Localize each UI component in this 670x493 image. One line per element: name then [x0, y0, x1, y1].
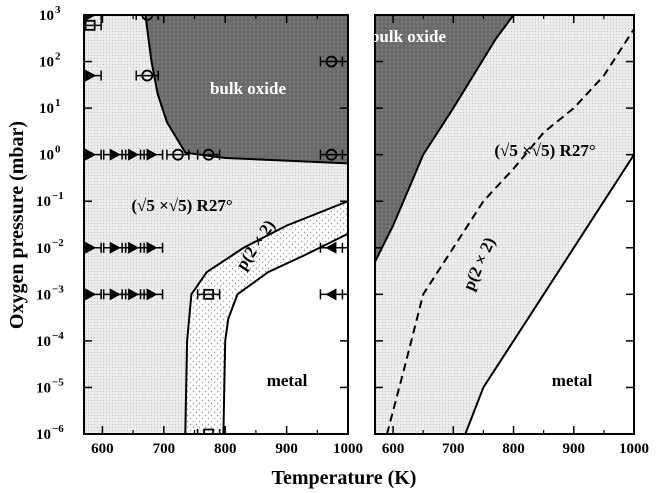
- marker-square: [203, 288, 215, 300]
- x-tick-label: 1000: [333, 441, 363, 457]
- marker-triangle-left: [325, 241, 337, 254]
- label-bulk-oxide-right-line1: bulk oxide: [370, 27, 447, 46]
- y-tick-label: 10: [36, 287, 51, 303]
- x-tick-label: 900: [275, 441, 298, 457]
- marker-triangle-right: [109, 288, 121, 301]
- marker-circle: [172, 148, 184, 161]
- label-surface-oxide-left: (√5 ×√5) R27°: [131, 196, 232, 215]
- y-tick-exponent: −4: [52, 330, 64, 342]
- y-tick-label: 10: [36, 380, 51, 396]
- marker-triangle-right: [146, 288, 158, 301]
- label-bulk-oxide-left: bulk oxide: [210, 79, 287, 98]
- y-tick-exponent: 2: [55, 51, 61, 63]
- marker-triangle-right: [128, 241, 140, 254]
- metal-region-right: [464, 153, 634, 434]
- y-tick-exponent: 0: [55, 144, 61, 156]
- y-tick-label: 10: [39, 8, 54, 24]
- y-tick-exponent: −2: [52, 237, 64, 249]
- label-bulk-oxide-right: bulk oxide: [370, 27, 447, 46]
- marker-triangle-right: [146, 148, 158, 161]
- x-tick-label: 800: [502, 441, 525, 457]
- marker-triangle-right: [146, 241, 158, 254]
- marker-triangle-right: [109, 148, 121, 161]
- y-tick-exponent: 1: [55, 97, 61, 109]
- marker-circle: [325, 55, 338, 68]
- marker-triangle-right: [109, 241, 121, 254]
- panel-right-ticks: 600 700 800 900 1000: [375, 14, 649, 457]
- y-tick-label: 10: [36, 427, 51, 443]
- y-tick-label: 10: [36, 194, 51, 210]
- metal-region: [222, 232, 348, 434]
- marker-triangle-right: [128, 288, 140, 301]
- bulk-oxide-region: [144, 15, 348, 165]
- marker-square: [84, 19, 96, 31]
- panel-left: 600 700 800 900 100010−610−510−410−310−210−1…: [36, 4, 363, 457]
- y-tick-label: 10: [36, 334, 51, 350]
- x-tick-label: 600: [382, 441, 405, 457]
- x-tick-label: 700: [153, 441, 176, 457]
- x-tick-label: 900: [563, 441, 586, 457]
- marker-triangle-right: [85, 69, 97, 82]
- x-tick-label: 800: [214, 441, 237, 457]
- marker-triangle-right: [85, 15, 97, 21]
- marker-triangle-left: [325, 288, 337, 301]
- panel-left-ticks: 600 700 800 900 100010−610−510−410−310−210−1…: [36, 4, 363, 457]
- y-tick-exponent: 3: [55, 4, 61, 16]
- y-tick-exponent: −5: [52, 376, 64, 388]
- marker-circle: [202, 148, 215, 161]
- bulk-oxide-region-right: [375, 15, 515, 263]
- y-axis-title: Oxygen pressure (mbar): [6, 121, 28, 329]
- panel-left-frame: [83, 14, 349, 435]
- panel-right-frame: [374, 14, 635, 435]
- marker-circle: [141, 69, 154, 82]
- x-tick-label: 700: [442, 441, 465, 457]
- x-tick-label: 600: [91, 441, 114, 457]
- p2x2-boundary-dashed: [386, 28, 634, 434]
- y-tick-exponent: −3: [52, 283, 64, 295]
- label-surface-oxide-right: (√5 ×√5) R27°: [494, 141, 595, 160]
- marker-circle: [141, 15, 154, 21]
- marker-square: [203, 428, 215, 434]
- y-tick-label: 10: [39, 148, 54, 164]
- x-axis-title: Temperature (K): [272, 467, 417, 489]
- panel-right: 600 700 800 900 1000 bulk oxide (√5 ×√5) R27…: [370, 14, 649, 457]
- y-tick-label: 10: [39, 101, 54, 117]
- y-tick-exponent: −1: [52, 190, 64, 202]
- x-tick-label: 1000: [619, 441, 649, 457]
- marker-circle: [325, 148, 338, 161]
- y-tick-label: 10: [36, 241, 51, 257]
- label-metal-right: metal: [552, 371, 593, 390]
- marker-triangle-right: [128, 148, 140, 161]
- y-tick-exponent: −6: [52, 423, 64, 435]
- y-tick-label: 10: [39, 55, 54, 71]
- label-metal-left: metal: [267, 371, 308, 390]
